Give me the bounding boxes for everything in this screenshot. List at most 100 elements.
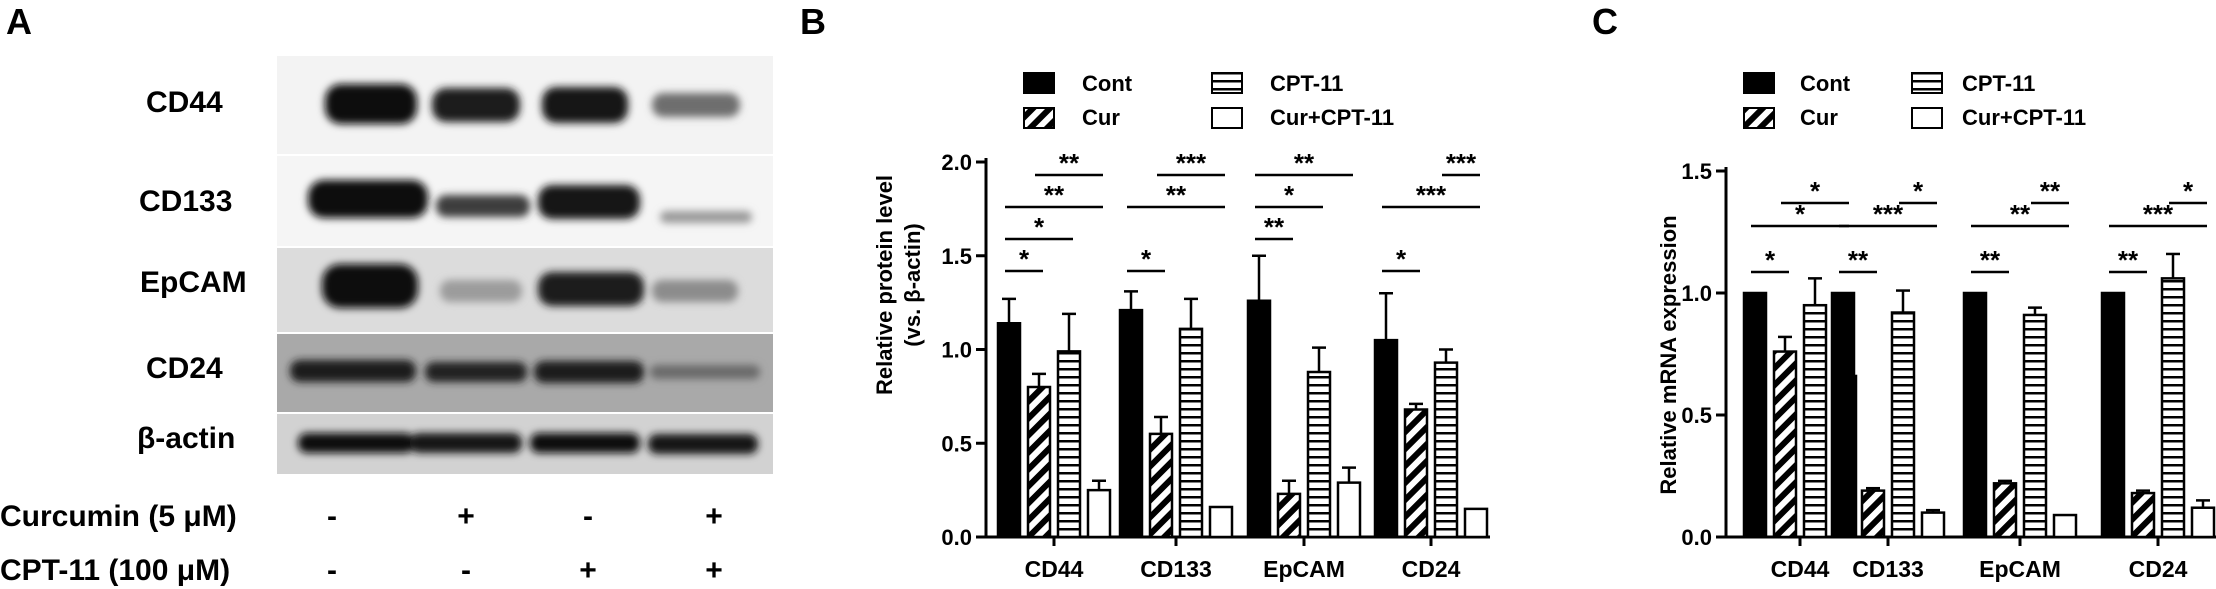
- chart-b-xtick-label: EpCAM: [1263, 556, 1345, 582]
- sign-r1-c4: +: [705, 500, 723, 533]
- chart-c-bar: [1992, 482, 2018, 539]
- legend-c-swatch-cont: [1743, 72, 1775, 94]
- chart-c-significance-label: **: [2118, 245, 2139, 275]
- chart-c-significance-label: **: [1980, 245, 2001, 275]
- sign-r1-c3: -: [583, 500, 593, 533]
- legend-b-label-cpt11: CPT-11: [1270, 71, 1343, 96]
- chart-b-significance-label: *: [1034, 212, 1045, 242]
- chart-c-significance-label: **: [1848, 245, 1869, 275]
- chart-b-significance-label: ***: [1416, 180, 1447, 210]
- blot-label-epcam: EpCAM: [140, 266, 247, 299]
- chart-c-bar: [2160, 277, 2186, 539]
- sign-r2-c4: +: [705, 554, 723, 587]
- blot-image: [277, 56, 773, 474]
- chart-b-significance-label: *: [1141, 244, 1152, 274]
- legend-c-label-cpt11: CPT-11: [1962, 71, 2035, 96]
- chart-b-bar: [1276, 492, 1302, 539]
- panel-c-letter: C: [1592, 1, 1618, 42]
- chart-c-significance-label: ***: [2143, 199, 2174, 229]
- chart-c-bar: [1742, 291, 1768, 539]
- chart-c-bar: [2052, 513, 2078, 539]
- chart-c-significance-label: *: [1913, 176, 1924, 206]
- chart-b-ytick-label: 1.0: [941, 338, 972, 363]
- legend-c-label-cont: Cont: [1800, 71, 1851, 96]
- chart-c-ytick-label: 1.0: [1681, 281, 1712, 306]
- chart-c-bar: [2100, 291, 2126, 539]
- legend-b-swatch-cur: [1023, 107, 1055, 129]
- legend-c: Cont Cur CPT-11 Cur+CPT-11: [1743, 71, 2086, 130]
- chart-b-significance-label: *: [1396, 244, 1407, 274]
- chart-b-bar: [1336, 481, 1362, 539]
- chart-b-bar: [1403, 408, 1429, 539]
- sign-r2-c1: -: [327, 554, 337, 587]
- legend-b-swatch-cont: [1023, 72, 1055, 94]
- chart-c-significance-label: *: [1810, 176, 1821, 206]
- chart-b-bar: [1433, 361, 1459, 539]
- chart-b-bar: [1373, 338, 1399, 539]
- chart-b-bar: [1026, 385, 1052, 539]
- sign-r2-c2: -: [461, 554, 471, 587]
- chart-b-ytick-label: 1.5: [941, 244, 972, 269]
- treatment-table: Curcumin (5 μM) CPT-11 (100 μM) - + - + …: [0, 500, 723, 587]
- legend-b: Cont Cur CPT-11 Cur+CPT-11: [1023, 71, 1394, 130]
- chart-c-bar: [2022, 313, 2048, 539]
- chart-c-significance-label: *: [1765, 245, 1776, 275]
- legend-b-label-cur: Cur: [1082, 105, 1120, 130]
- chart-b-significance-label: ***: [1176, 148, 1207, 178]
- chart-b-xtick-label: CD133: [1140, 556, 1212, 582]
- blot-label-cd133: CD133: [139, 185, 232, 218]
- panel-a-letter: A: [6, 1, 32, 42]
- sign-r2-c3: +: [579, 554, 597, 587]
- panel-c: C Cont Cur CPT-11 Cur+CPT-11 Relative mR…: [1592, 1, 2216, 582]
- chart-b-significance-label: **: [1059, 148, 1080, 178]
- panel-a: A CD44 CD133 EpCAM CD24 β-actin: [0, 1, 773, 587]
- chart-b-bar: [1463, 507, 1489, 539]
- chart-b-bar: [1086, 488, 1112, 539]
- chart-b-xtick-label: CD44: [1025, 556, 1084, 582]
- chart-b-bar: [1148, 432, 1174, 539]
- chart-c-significance-label: ***: [1873, 199, 1904, 229]
- chart-c-significance-label: *: [2183, 176, 2194, 206]
- legend-c-label-cur: Cur: [1800, 105, 1838, 130]
- chart-b-ytick-label: 2.0: [941, 150, 972, 175]
- sign-r1-c2: +: [457, 500, 475, 533]
- chart-c-bar: [1802, 303, 1828, 539]
- chart-b-bar: [1208, 505, 1234, 539]
- chart-c-ytick-label: 0.0: [1681, 525, 1712, 550]
- chart-c-xtick-label: CD133: [1852, 556, 1924, 582]
- chart-c-bar: [1962, 291, 1988, 539]
- chart-c-bar: [1860, 489, 1886, 539]
- chart-c-bar: [2130, 491, 2156, 539]
- blot-label-beta-actin: β-actin: [137, 422, 235, 455]
- legend-b-label-cont: Cont: [1082, 71, 1133, 96]
- chart-b-significance-label: *: [1019, 244, 1030, 274]
- chart-b-ylabel-line1: Relative protein level: [872, 175, 897, 395]
- chart-b-ytick-label: 0.5: [941, 431, 972, 456]
- legend-b-swatch-cpt11: [1211, 72, 1243, 94]
- blot-labels: CD44 CD133 EpCAM CD24 β-actin: [137, 86, 247, 455]
- chart-c-xtick-label: EpCAM: [1979, 556, 2061, 582]
- chart-b-bar: [1246, 299, 1272, 539]
- chart-b-significance-label: **: [1166, 180, 1187, 210]
- treatment-label-cpt11: CPT-11 (100 μM): [0, 554, 230, 587]
- legend-c-swatch-cpt11: [1911, 72, 1943, 94]
- legend-c-swatch-cur: [1743, 107, 1775, 129]
- chart-b-bar: [1178, 327, 1204, 539]
- legend-b-label-combo: Cur+CPT-11: [1270, 105, 1394, 130]
- chart-b-significance-label: **: [1044, 180, 1065, 210]
- chart-c-bar: [1890, 311, 1916, 539]
- chart-b-ylabel-line2: (vs. β-actin): [900, 223, 925, 346]
- chart-c-significance-label: *: [1795, 199, 1806, 229]
- chart-c-bar: [1830, 291, 1856, 539]
- sign-r1-c1: -: [327, 500, 337, 533]
- chart-b-significance-label: *: [1284, 180, 1295, 210]
- chart-c-significance-label: **: [2010, 199, 2031, 229]
- blot-label-cd24: CD24: [146, 352, 223, 385]
- chart-c-ytick-label: 1.5: [1681, 159, 1712, 184]
- chart-c-bar: [2190, 506, 2216, 539]
- chart-b-bar: [996, 322, 1022, 539]
- legend-c-swatch-combo: [1911, 107, 1943, 129]
